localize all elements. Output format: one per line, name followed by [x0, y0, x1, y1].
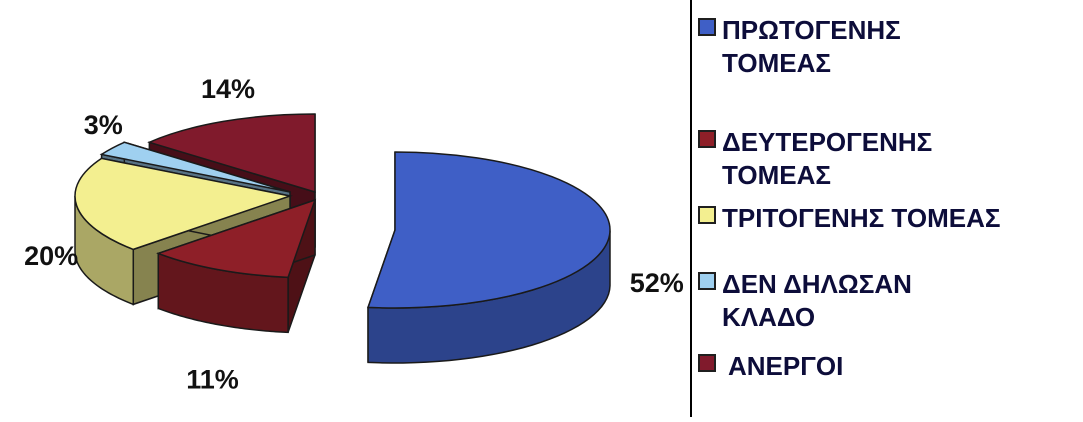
legend-label: ΔΕΝ ΔΗΛΩΣΑΝ ΚΛΑΔΟ	[722, 269, 912, 332]
data-label: 3%	[84, 110, 123, 140]
data-label: 52%	[630, 268, 684, 298]
legend-item-tertiary: ΤΡΙΤΟΓΕΝΗΣ ΤΟΜΕΑΣ	[698, 202, 1000, 235]
pie-slice	[367, 151, 611, 364]
pie-slice	[156, 198, 317, 334]
pie-chart: 52% 11% 20% 3% 14%	[24, 74, 684, 395]
legend-label: ΤΡΙΤΟΓΕΝΗΣ ΤΟΜΕΑΣ	[722, 203, 1001, 233]
legend-swatch	[698, 206, 716, 224]
legend-item-unemployed: ΑΝΕΡΓΟΙ	[698, 350, 843, 383]
legend-item-undeclared: ΔΕΝ ΔΗΛΩΣΑΝ ΚΛΑΔΟ	[698, 268, 912, 334]
data-label: 20%	[24, 241, 78, 271]
pie-slice-top-face	[367, 151, 611, 309]
legend-item-primary: ΠΡΩΤΟΓΕΝΗΣ ΤΟΜΕΑΣ	[698, 14, 901, 80]
data-label: 11%	[186, 365, 239, 395]
legend: ΠΡΩΤΟΓΕΝΗΣ ΤΟΜΕΑΣ ΔΕΥΤΕΡΟΓΕΝΗΣ ΤΟΜΕΑΣ ΤΡΙΤ…	[690, 0, 1083, 417]
legend-swatch	[698, 18, 716, 36]
legend-swatch	[698, 272, 716, 290]
legend-label: ΔΕΥΤΕΡΟΓΕΝΗΣ ΤΟΜΕΑΣ	[722, 127, 933, 190]
legend-item-secondary: ΔΕΥΤΕΡΟΓΕΝΗΣ ΤΟΜΕΑΣ	[698, 126, 932, 192]
pie-slice-top-face	[147, 113, 316, 194]
pie-slice-top-face	[156, 198, 317, 279]
legend-swatch	[698, 354, 716, 372]
pie-slice-top-face	[74, 157, 293, 251]
pie-chart-area: 52% 11% 20% 3% 14%	[24, 74, 684, 395]
legend-swatch	[698, 130, 716, 148]
legend-label: ΠΡΩΤΟΓΕΝΗΣ ΤΟΜΕΑΣ	[722, 15, 901, 78]
data-label: 14%	[201, 74, 255, 104]
pie-slice-top-face	[99, 141, 291, 193]
legend-label: ΑΝΕΡΓΟΙ	[728, 351, 844, 381]
